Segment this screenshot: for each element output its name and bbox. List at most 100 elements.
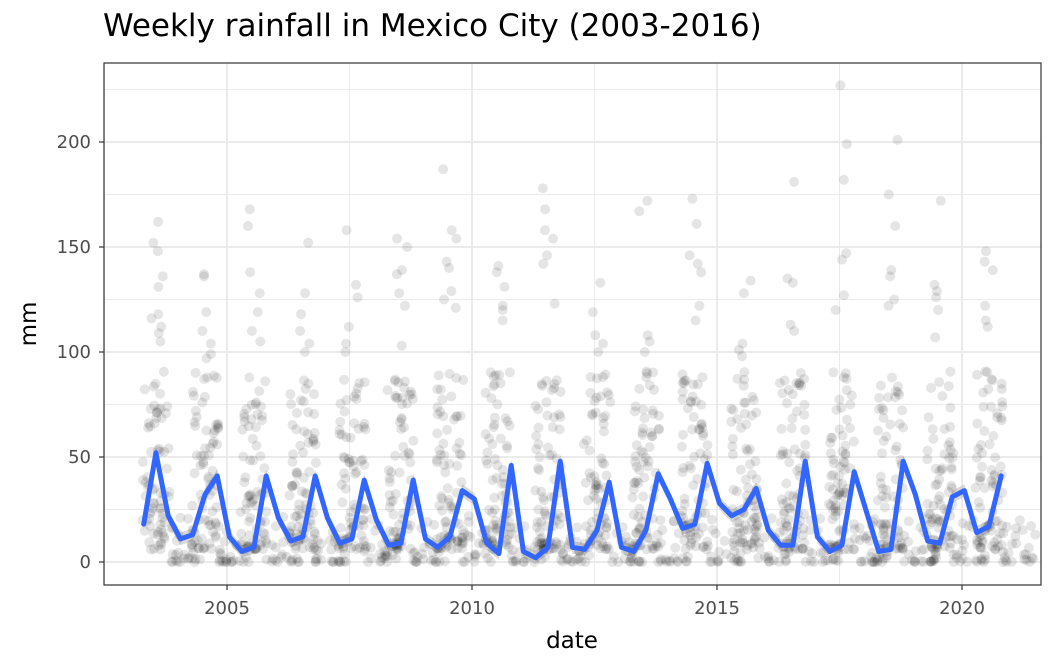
data-point [452, 543, 463, 554]
data-point [591, 493, 602, 504]
data-point [833, 489, 844, 500]
data-point [580, 477, 591, 488]
data-point [948, 448, 959, 459]
data-point [584, 445, 595, 456]
data-point [576, 556, 587, 567]
data-point [800, 439, 811, 450]
data-point [402, 398, 412, 409]
data-point [390, 391, 401, 401]
data-point [199, 543, 209, 554]
data-point [215, 549, 226, 560]
data-point [800, 424, 811, 435]
data-point [927, 424, 938, 435]
data-point [214, 555, 225, 566]
data-point [198, 457, 209, 468]
data-point [343, 321, 354, 332]
data-point [299, 347, 310, 357]
data-point [637, 557, 648, 567]
data-point [208, 428, 219, 439]
data-point [827, 514, 838, 525]
data-point [212, 418, 223, 429]
data-point [303, 407, 314, 418]
data-point [359, 546, 370, 557]
data-point [930, 549, 941, 560]
data-point [536, 517, 547, 527]
data-point [737, 338, 748, 349]
data-point [190, 554, 201, 565]
data-point [893, 532, 904, 543]
data-point [290, 543, 301, 554]
data-point [706, 551, 716, 562]
data-point [957, 534, 968, 545]
data-point [907, 555, 917, 566]
data-point [735, 528, 746, 539]
x-tick-label: 2015 [694, 598, 740, 619]
data-point [698, 430, 708, 441]
data-point [603, 389, 614, 400]
data-point [390, 489, 401, 499]
data-point [257, 415, 267, 426]
data-point [976, 440, 986, 450]
data-point [745, 459, 755, 470]
data-point [299, 426, 310, 437]
data-point [243, 491, 254, 502]
data-point [639, 413, 650, 424]
data-point [335, 398, 346, 409]
data-point [855, 556, 866, 567]
data-point [399, 450, 410, 461]
data-point [388, 509, 399, 520]
data-point [303, 437, 314, 448]
data-point [333, 555, 344, 566]
data-point [871, 553, 882, 564]
data-point [555, 539, 566, 550]
data-point [270, 542, 281, 553]
data-point [1010, 531, 1021, 542]
data-point [445, 501, 456, 512]
data-point [607, 556, 618, 567]
data-point [793, 544, 804, 555]
data-point [943, 487, 954, 497]
data-point [149, 418, 160, 429]
data-point [179, 549, 190, 560]
data-point [744, 444, 755, 455]
data-point [267, 553, 278, 564]
data-point [352, 544, 362, 555]
data-point [139, 384, 150, 395]
data-point [749, 535, 760, 546]
data-point [752, 512, 763, 523]
data-point [382, 547, 393, 558]
data-point [795, 448, 805, 459]
data-point [442, 424, 453, 435]
data-point [446, 391, 457, 402]
data-point [995, 461, 1006, 472]
data-point [482, 459, 493, 469]
data-point [972, 535, 982, 546]
data-point [335, 556, 346, 567]
data-point [679, 378, 690, 389]
data-point [287, 456, 298, 467]
data-point [909, 556, 920, 567]
data-point [774, 378, 785, 388]
data-point [980, 366, 991, 377]
data-point [625, 556, 636, 567]
data-point [335, 416, 346, 427]
data-point [881, 553, 891, 564]
data-point [549, 298, 560, 309]
data-point [840, 440, 851, 451]
data-point [597, 372, 608, 382]
data-point [877, 403, 887, 413]
data-point [697, 372, 708, 383]
data-point [603, 543, 614, 554]
data-point [255, 451, 266, 462]
data-point [934, 474, 945, 485]
data-point [829, 458, 839, 469]
data-point [277, 549, 288, 560]
data-point [432, 428, 443, 439]
data-point [883, 392, 893, 403]
data-point [297, 543, 308, 554]
data-point [933, 305, 944, 315]
data-point [251, 440, 262, 451]
data-point [434, 556, 445, 567]
data-point [738, 288, 749, 299]
data-point [903, 536, 914, 547]
